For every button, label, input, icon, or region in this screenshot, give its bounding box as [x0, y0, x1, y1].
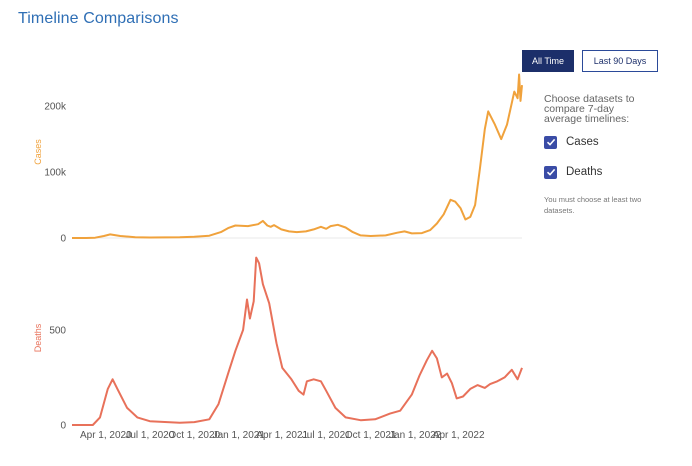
deaths-checkbox[interactable] — [544, 165, 557, 179]
deaths-option[interactable]: Deaths — [544, 162, 644, 182]
x-tick-label: Jan 1, 2022 — [389, 430, 442, 441]
x-tick-label: Apr 1, 2020 — [80, 430, 132, 441]
x-tick-label: Oct 1, 2020 — [168, 430, 220, 441]
deaths-series-line — [72, 256, 523, 426]
x-tick-label: Oct 1, 2021 — [345, 430, 397, 441]
cases-chart: Cases 0 100k 200k — [33, 73, 523, 245]
dataset-panel-heading: Choose datasets to compare 7-day average… — [544, 93, 635, 125]
deaths-y-tick-label: 0 — [60, 421, 66, 432]
cases-y-tick-label: 0 — [60, 234, 66, 245]
check-icon — [546, 168, 555, 176]
deaths-axis-label: Deaths — [33, 323, 43, 352]
dataset-panel: Choose datasets to compare 7-day average… — [544, 94, 644, 216]
deaths-y-ticks: 0 500 — [49, 325, 66, 431]
cases-checkbox[interactable] — [544, 135, 557, 149]
check-icon — [546, 138, 555, 146]
last-90-days-button[interactable]: Last 90 Days — [582, 50, 658, 72]
cases-option[interactable]: Cases — [544, 132, 644, 152]
cases-option-label: Cases — [566, 136, 599, 148]
all-time-button[interactable]: All Time — [522, 50, 574, 72]
page-title: Timeline Comparisons — [18, 10, 179, 27]
x-tick-label: Jul 1, 2020 — [125, 430, 174, 441]
dataset-note: You must choose at least two datasets. — [544, 195, 642, 215]
deaths-y-tick-label: 500 — [49, 325, 66, 336]
deaths-option-label: Deaths — [566, 166, 603, 178]
cases-y-ticks: 0 100k 200k — [44, 102, 67, 245]
cases-y-tick-label: 100k — [44, 168, 67, 179]
x-tick-label: Apr 1, 2022 — [433, 430, 485, 441]
cases-series-line — [72, 73, 523, 239]
x-tick-label: Jan 1, 2021 — [213, 430, 266, 441]
x-tick-label: Jul 1, 2021 — [302, 430, 351, 441]
cases-y-tick-label: 200k — [44, 102, 67, 113]
x-tick-label: Apr 1, 2021 — [256, 430, 308, 441]
cases-axis-label: Cases — [33, 139, 43, 165]
